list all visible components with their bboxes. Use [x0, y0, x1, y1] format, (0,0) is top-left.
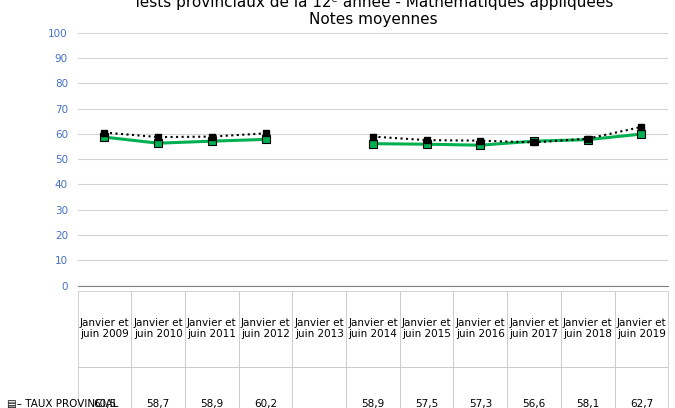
Title: Tests provinciaux de la 12ᵉ année - Mathématiques appliquées
Notes moyennes: Tests provinciaux de la 12ᵉ année - Math… [133, 0, 613, 27]
Text: ▤– TAUX PROVINCIAL: ▤– TAUX PROVINCIAL [7, 399, 118, 408]
